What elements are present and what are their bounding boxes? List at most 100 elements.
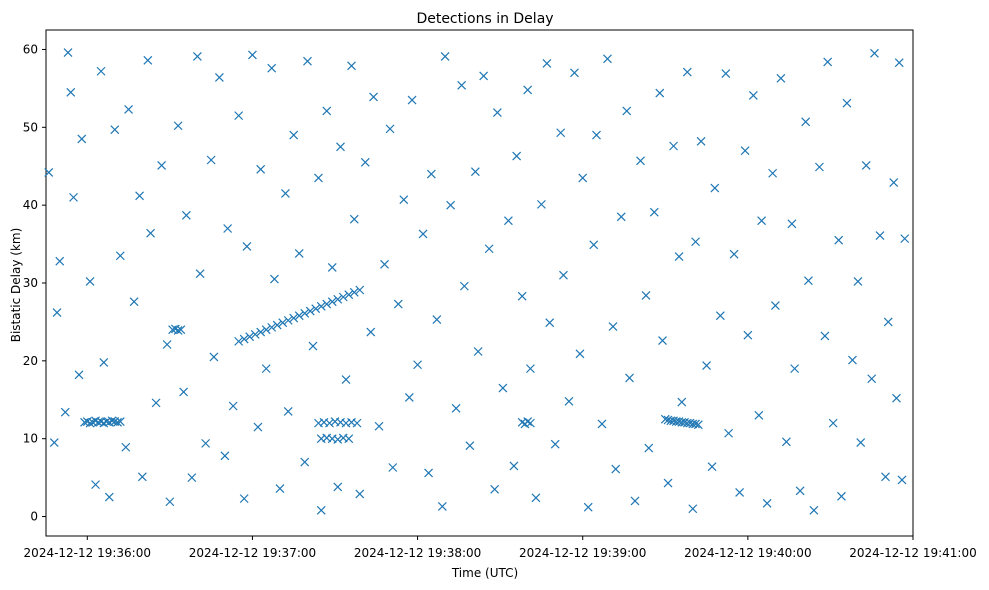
data-point: [870, 48, 879, 58]
y-tick-label: 0: [30, 510, 38, 524]
data-point: [446, 200, 456, 210]
data-point: [176, 325, 186, 335]
data-point: [242, 241, 252, 251]
data-point: [369, 92, 378, 102]
data-point: [96, 66, 106, 76]
data-point: [881, 472, 890, 482]
data-point: [360, 157, 370, 167]
data-point: [611, 464, 621, 474]
data-point: [517, 291, 527, 301]
data-point: [603, 54, 612, 64]
data-point: [592, 130, 601, 140]
data-point: [91, 480, 100, 490]
data-point: [682, 67, 692, 77]
data-point: [407, 95, 417, 105]
data-point: [754, 410, 764, 420]
data-point: [267, 322, 277, 332]
data-point: [129, 297, 139, 307]
data-point: [437, 501, 447, 511]
data-point: [333, 435, 343, 444]
data-point: [151, 398, 161, 408]
data-point: [239, 494, 249, 504]
data-point: [355, 489, 365, 499]
data-point: [867, 374, 877, 384]
data-point: [776, 73, 786, 83]
data-point: [575, 349, 585, 359]
data-point: [107, 416, 117, 426]
data-point: [165, 497, 175, 507]
data-point: [457, 80, 467, 90]
data-point: [523, 85, 533, 95]
data-point: [856, 438, 866, 448]
data-point: [399, 195, 409, 205]
data-point: [787, 219, 797, 229]
data-point: [192, 52, 202, 61]
data-point: [660, 414, 670, 424]
data-point: [220, 451, 230, 461]
data-point: [352, 418, 362, 428]
data-point: [509, 461, 519, 471]
data-point: [834, 235, 844, 245]
data-point: [490, 484, 500, 494]
data-point: [641, 291, 651, 300]
data-point: [770, 301, 780, 310]
plot-area: [45, 29, 914, 537]
x-tick-label: 2024-12-12 19:37:00: [189, 546, 316, 560]
data-point: [768, 168, 778, 178]
data-point: [322, 106, 332, 116]
data-point: [355, 285, 365, 295]
data-point: [636, 156, 645, 166]
data-point: [564, 396, 574, 406]
data-point: [347, 61, 356, 71]
data-point: [256, 327, 266, 337]
data-point: [349, 287, 359, 297]
data-point: [451, 403, 461, 413]
data-point: [820, 331, 830, 341]
data-point: [294, 248, 304, 258]
data-point: [374, 421, 384, 431]
data-point: [60, 407, 70, 417]
data-point: [894, 58, 904, 68]
data-point: [424, 468, 434, 478]
data-point: [828, 418, 838, 428]
data-point: [248, 50, 257, 60]
data-point: [735, 487, 745, 497]
data-point: [173, 326, 183, 335]
data-point: [181, 210, 191, 220]
data-point: [344, 434, 354, 444]
data-point: [814, 162, 824, 172]
data-point: [809, 505, 819, 515]
y-tick-label: 50: [23, 120, 38, 134]
data-point: [721, 69, 731, 79]
y-tick-label: 60: [23, 42, 38, 56]
data-point: [674, 252, 684, 261]
data-point: [44, 168, 54, 177]
data-point: [239, 334, 249, 344]
data-point: [663, 478, 673, 488]
data-point: [743, 330, 753, 340]
data-point: [195, 269, 205, 279]
data-point: [691, 237, 700, 247]
data-point: [729, 249, 739, 259]
data-point: [256, 164, 266, 174]
data-point: [570, 68, 579, 78]
data-point: [349, 214, 359, 224]
data-point: [484, 244, 494, 254]
data-point: [597, 419, 607, 429]
data-point: [550, 439, 560, 449]
data-point: [644, 443, 654, 453]
data-point: [300, 308, 310, 318]
data-point: [432, 315, 442, 325]
data-point: [848, 355, 857, 365]
x-tick-label: 2024-12-12 19:39:00: [519, 546, 646, 560]
data-point: [289, 130, 299, 140]
data-point: [201, 438, 211, 448]
data-point: [187, 473, 197, 483]
data-point: [404, 393, 414, 402]
x-tick-label: 2024-12-12 19:40:00: [684, 546, 811, 560]
data-point: [630, 496, 640, 506]
data-point: [801, 117, 811, 127]
data-point: [245, 332, 255, 342]
data-point: [336, 142, 345, 152]
